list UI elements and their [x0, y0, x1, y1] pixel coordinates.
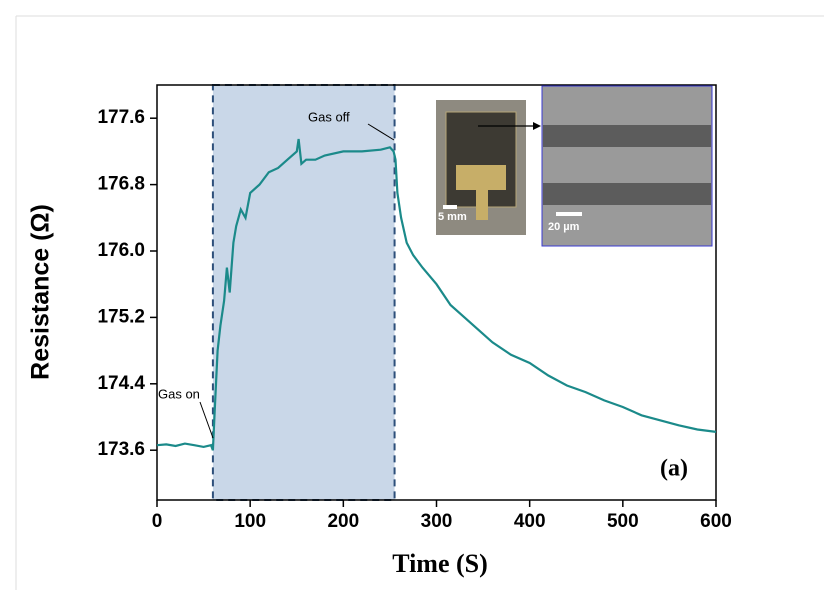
y-tick-label: 173.6	[97, 439, 145, 460]
plot-area: 0 100 200 300 400 500 600 173.6 174.4 175.2 176.0 1…	[97, 84, 732, 532]
sem-band	[543, 183, 711, 205]
y-tick-label: 176.0	[97, 240, 145, 261]
x-tick-label: 0	[152, 511, 163, 532]
y-tick-label: 176.8	[97, 174, 145, 195]
data-line	[156, 138, 717, 451]
x-tick-label: 500	[607, 511, 639, 532]
x-axis-label: Time (S)	[392, 549, 488, 578]
annotation: Gas on	[158, 386, 200, 401]
scale-bar	[443, 205, 457, 209]
x-tick-label: 400	[514, 511, 546, 532]
panel-label: (a)	[660, 456, 688, 482]
sem-band	[543, 125, 711, 147]
y-axis-label: Resistance (Ω)	[27, 204, 55, 380]
inset-label: 5 mm	[438, 211, 467, 223]
scale-bar	[556, 212, 582, 216]
inset-label: 20 µm	[548, 221, 580, 233]
electrode	[456, 165, 506, 190]
annotation: Gas off	[308, 109, 350, 124]
highlight-region	[211, 84, 396, 501]
y-tick-label: 177.6	[97, 107, 145, 128]
arrow	[199, 401, 214, 439]
inset-sem	[541, 85, 713, 247]
y-tick-label: 175.2	[97, 306, 145, 327]
x-tick-label: 100	[234, 511, 266, 532]
x-tick-label: 300	[421, 511, 453, 532]
electrode	[476, 190, 488, 220]
y-tick-label: 174.4	[97, 373, 145, 394]
arrowhead	[533, 122, 541, 130]
x-tick-label: 200	[327, 511, 359, 532]
arrow	[367, 123, 395, 141]
x-tick-label: 600	[700, 511, 732, 532]
